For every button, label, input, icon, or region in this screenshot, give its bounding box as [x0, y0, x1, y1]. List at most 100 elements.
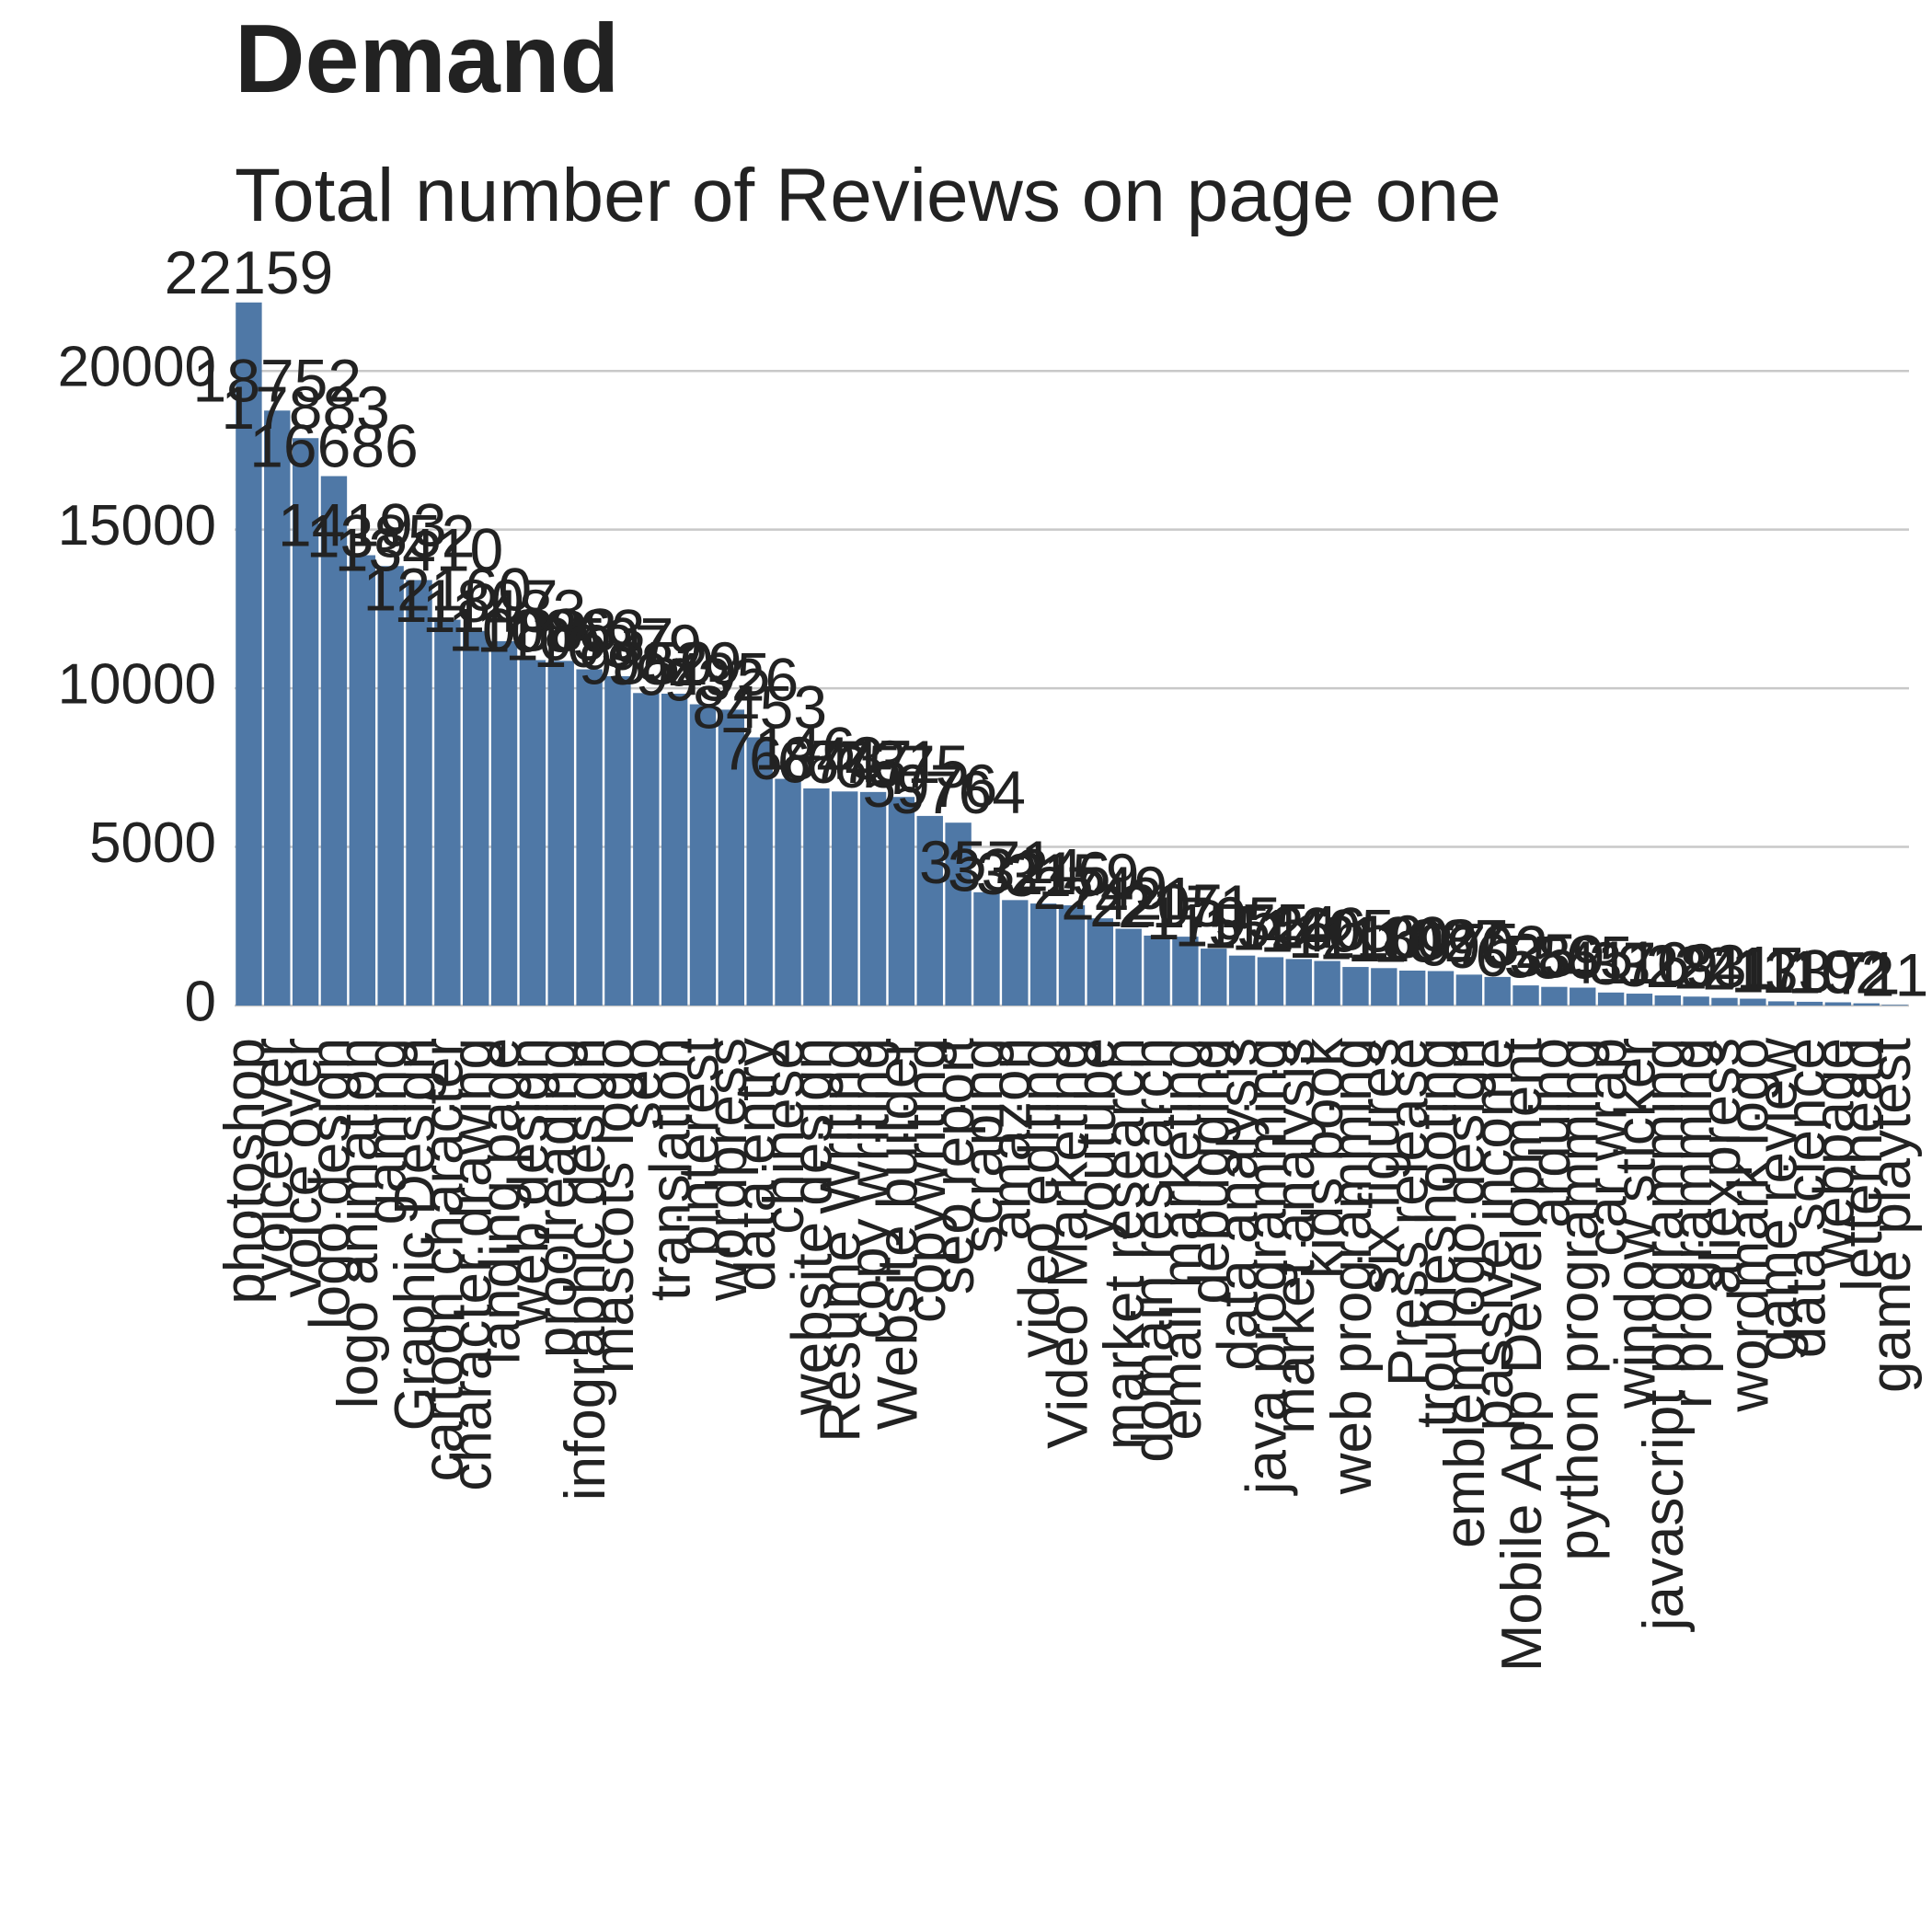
bar — [1484, 976, 1511, 1006]
x-tick-label: photoshop — [213, 1038, 277, 1305]
value-label: 5764 — [891, 758, 1026, 826]
bar — [1512, 985, 1539, 1006]
bar — [1257, 957, 1284, 1006]
bar — [292, 438, 319, 1006]
bar — [604, 676, 631, 1006]
value-label: 2205 — [1089, 871, 1225, 939]
y-tick-label: 10000 — [58, 652, 216, 716]
value-label: 11483 — [422, 577, 587, 645]
bar — [490, 640, 518, 1006]
bar — [916, 815, 943, 1006]
value-label: 1102 — [1347, 906, 1478, 974]
bar — [1853, 1003, 1880, 1006]
bar — [973, 891, 1000, 1006]
y-tick-label: 20000 — [58, 336, 216, 399]
x-tick-label: Press release — [1377, 1038, 1441, 1386]
value-label: 7146 — [720, 715, 856, 783]
x-tick-label: emblem logo design — [1433, 1038, 1497, 1548]
value-label: 3216 — [976, 839, 1111, 907]
value-label: 411 — [1562, 928, 1659, 996]
x-tick-label: youtube — [1064, 1038, 1128, 1241]
x-tick-label: logo design — [298, 1038, 362, 1329]
x-tick-label: scraping — [951, 1038, 1015, 1253]
value-label: 133 — [1731, 937, 1832, 1005]
x-tick-label: pinterest — [667, 1038, 730, 1257]
value-label: 9850 — [579, 628, 714, 696]
value-label: 3571 — [919, 828, 1054, 896]
x-tick-label: window sticker — [1604, 1038, 1667, 1409]
bar — [1228, 955, 1256, 1006]
x-tick-label: seo report — [923, 1038, 986, 1294]
x-tick-label: java programming — [1235, 1038, 1298, 1496]
x-tick-label: Resume Writing — [810, 1038, 873, 1443]
bar — [1767, 1001, 1795, 1006]
x-tick-label: market analysis — [1263, 1038, 1327, 1434]
bar — [746, 737, 773, 1006]
value-label: 1466 — [1231, 894, 1366, 962]
bar — [1029, 903, 1057, 1006]
bar — [236, 302, 262, 1006]
bar — [1541, 986, 1568, 1006]
x-tick-label: aliexpress — [1689, 1038, 1753, 1294]
bar — [1796, 1001, 1823, 1006]
value-label: 975 — [1419, 910, 1520, 978]
bar — [576, 669, 603, 1006]
value-label: 3324 — [948, 835, 1083, 903]
bar — [859, 791, 887, 1006]
chart-title: Demand — [235, 5, 619, 113]
value-label: 3159 — [1005, 841, 1140, 909]
value-label: 2171 — [1118, 872, 1253, 940]
value-label: 241 — [1673, 934, 1775, 1002]
value-label: 10888 — [448, 595, 617, 663]
x-tick-label: cartoon character — [412, 1038, 476, 1481]
x-tick-label: kids book — [1292, 1037, 1355, 1279]
bar — [1002, 900, 1029, 1006]
value-label: 14193 — [278, 490, 447, 558]
bar — [1654, 995, 1681, 1006]
value-label: 6747 — [777, 727, 913, 795]
bar — [406, 580, 432, 1006]
bar — [463, 630, 489, 1006]
x-tick-label: voiceover — [242, 1038, 305, 1282]
value-label: 9326 — [663, 645, 799, 713]
x-tick-label: website design — [781, 1038, 845, 1416]
bar — [1626, 994, 1653, 1006]
bar — [775, 778, 801, 1006]
value-label: 565 — [1532, 924, 1633, 992]
x-tick-label: landing page — [468, 1038, 532, 1364]
x-tick-label: domain research — [1121, 1038, 1185, 1463]
value-label: 2749 — [1032, 854, 1167, 922]
x-tick-label: mascots logo — [582, 1038, 646, 1374]
bar — [1711, 997, 1738, 1006]
x-tick-label: proofreading — [525, 1038, 589, 1358]
x-tick-label: Mobile App Development — [1490, 1038, 1554, 1672]
x-tick-label: logo animation — [327, 1038, 390, 1409]
value-label: 376 — [1589, 929, 1690, 997]
value-label: 22159 — [165, 238, 334, 306]
bar — [547, 661, 574, 1006]
bar — [803, 788, 830, 1006]
value-label: 1180 — [1318, 903, 1449, 972]
x-tick-label: chinese — [753, 1038, 816, 1235]
bar — [377, 566, 404, 1006]
value-label: 18752 — [193, 346, 362, 414]
value-label: 1405 — [1259, 897, 1395, 965]
x-tick-label: web programming — [1320, 1038, 1384, 1495]
x-tick-label: data analysis — [1206, 1038, 1270, 1371]
value-label: 1795 — [1146, 884, 1282, 952]
x-tick-label: wordpress — [696, 1038, 759, 1302]
value-label: 6731 — [806, 728, 941, 796]
value-label: 10863 — [477, 596, 646, 664]
y-tick-label: 15000 — [58, 494, 216, 558]
bar — [718, 709, 745, 1006]
value-label: 319 — [1617, 931, 1719, 999]
bar — [1172, 937, 1199, 1006]
x-tick-label: wordmark logo — [1718, 1038, 1781, 1413]
value-label: 21 — [1861, 940, 1928, 1008]
bar — [1740, 998, 1766, 1006]
value-label: 1216 — [1288, 903, 1423, 971]
bar — [832, 791, 858, 1006]
bar — [661, 694, 688, 1006]
x-tick-label: game review — [1746, 1038, 1810, 1362]
x-tick-label: video editing — [1008, 1038, 1072, 1358]
